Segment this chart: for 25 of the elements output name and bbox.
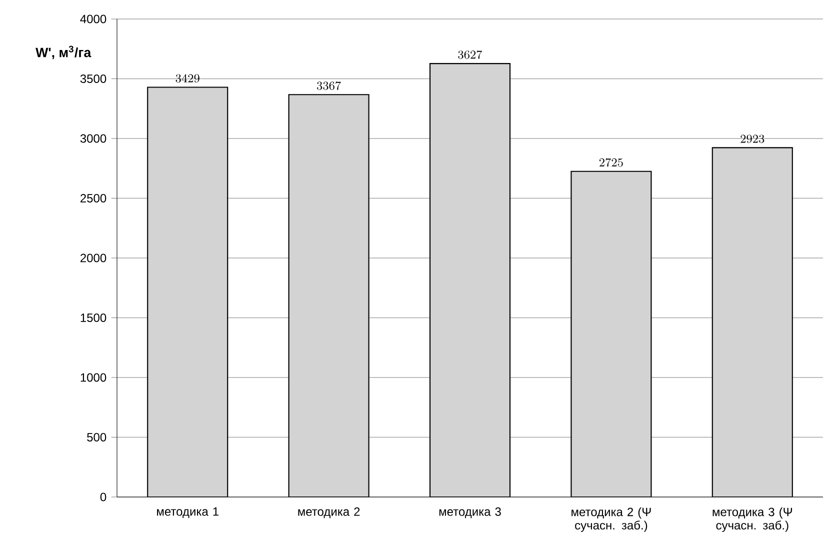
y-tick-label: 2000 xyxy=(80,254,106,262)
y-tick-label: 500 xyxy=(87,432,106,442)
bar xyxy=(288,94,370,497)
x-tick-label: методика 1 xyxy=(157,507,218,518)
y-axis-title: W', м$^{3}$/га xyxy=(36,46,92,60)
bar xyxy=(712,147,793,497)
y-tick-label: 0 xyxy=(100,492,106,502)
x-tick-label: методика 2 (Ψ сучасн. заб.) xyxy=(572,507,651,532)
bar xyxy=(147,86,228,497)
x-tick-label: методика 3 xyxy=(439,507,501,518)
bar xyxy=(429,63,511,497)
data-label: 3367 xyxy=(316,82,341,90)
y-tick-label: 1000 xyxy=(80,373,106,382)
data-label: 3627 xyxy=(458,50,482,59)
y-tick-label: 3000 xyxy=(80,134,106,143)
y-tick-label: 3500 xyxy=(80,74,106,83)
x-tick-label: методика 2 xyxy=(298,507,360,518)
data-label: 2725 xyxy=(599,158,623,167)
bar xyxy=(570,170,652,497)
data-label: 2923 xyxy=(740,134,764,143)
y-tick-label: 2500 xyxy=(80,194,106,202)
x-tick-label: методика 3 (Ψ сучасн. заб.) xyxy=(712,507,792,532)
y-tick-label: 1500 xyxy=(80,313,106,322)
data-label: 3429 xyxy=(176,74,200,83)
y-tick-label: 4000 xyxy=(80,14,106,24)
